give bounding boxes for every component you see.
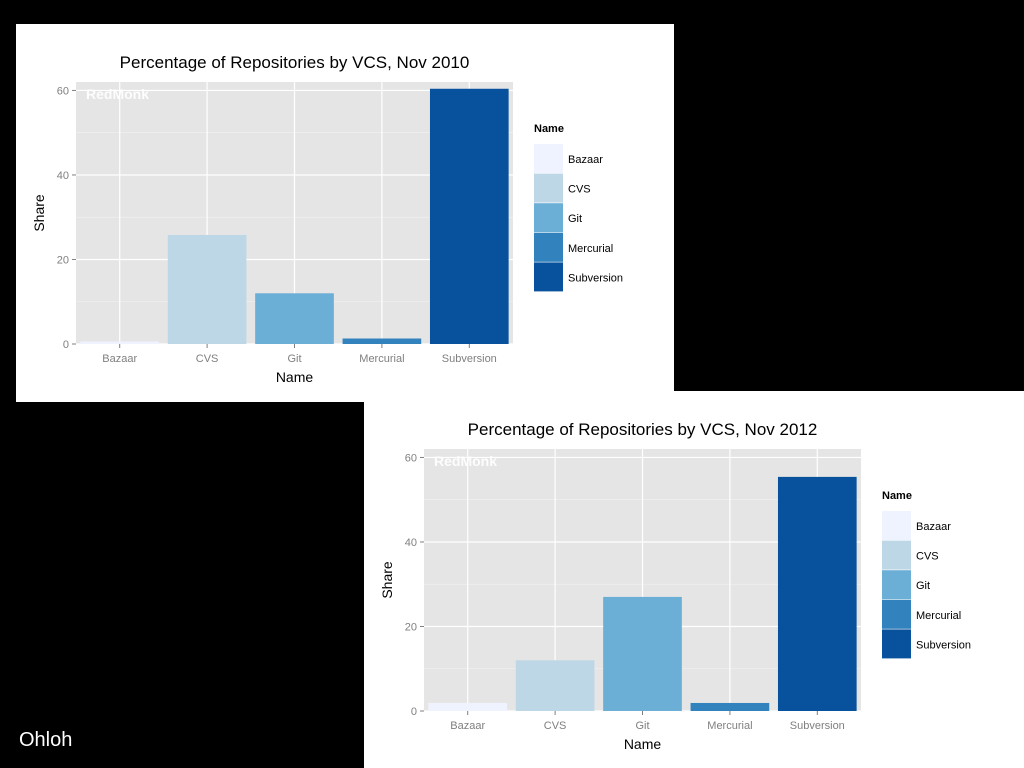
legend-key-subversion bbox=[882, 629, 911, 659]
y-tick-label: 20 bbox=[57, 254, 69, 266]
legend-label: Mercurial bbox=[568, 243, 613, 255]
legend-label: Git bbox=[916, 580, 930, 592]
legend-key-git bbox=[534, 203, 563, 233]
y-tick-label: 60 bbox=[405, 452, 417, 464]
y-tick-label: 40 bbox=[405, 537, 417, 549]
bar-bazaar bbox=[428, 702, 508, 711]
legend-title: Name bbox=[534, 123, 564, 135]
x-axis-title: Name bbox=[276, 369, 314, 385]
chart-2010: Percentage of Repositories by VCS, Nov 2… bbox=[31, 53, 623, 385]
legend-key-subversion bbox=[534, 262, 563, 292]
bar-cvs bbox=[515, 660, 595, 711]
x-axis-title: Name bbox=[624, 736, 662, 752]
legend-label: Subversion bbox=[916, 639, 971, 651]
bar-subversion bbox=[777, 476, 857, 711]
chart-panel-2012: Percentage of Repositories by VCS, Nov 2… bbox=[364, 391, 1024, 768]
source-label: Ohloh bbox=[19, 729, 73, 751]
x-tick-label: CVS bbox=[544, 720, 567, 732]
y-tick-label: 0 bbox=[411, 706, 417, 718]
legend-key-bazaar bbox=[534, 144, 563, 173]
y-axis-title: Share bbox=[379, 561, 395, 599]
bar-git bbox=[255, 293, 334, 344]
y-tick-label: 60 bbox=[57, 85, 69, 97]
x-tick-label: Mercurial bbox=[359, 353, 404, 365]
legend-label: CVS bbox=[568, 184, 591, 196]
bar-mercurial bbox=[342, 338, 422, 344]
bar-git bbox=[603, 596, 682, 711]
bar-mercurial bbox=[690, 702, 770, 711]
chart-title: Percentage of Repositories by VCS, Nov 2… bbox=[120, 53, 470, 72]
chart-2012: Percentage of Repositories by VCS, Nov 2… bbox=[379, 420, 971, 752]
x-tick-label: Bazaar bbox=[450, 720, 485, 732]
x-tick-label: Subversion bbox=[442, 353, 497, 365]
legend-label: Bazaar bbox=[568, 154, 603, 166]
legend-label: Subversion bbox=[568, 272, 623, 284]
y-tick-label: 40 bbox=[57, 170, 69, 182]
x-tick-label: Git bbox=[635, 720, 649, 732]
legend-label: Git bbox=[568, 213, 582, 225]
legend-label: Mercurial bbox=[916, 610, 961, 622]
legend-title: Name bbox=[882, 490, 912, 502]
chart-panel-2010: Percentage of Repositories by VCS, Nov 2… bbox=[16, 24, 674, 402]
x-tick-label: Bazaar bbox=[102, 353, 137, 365]
legend-key-git bbox=[882, 570, 911, 600]
legend-label: Bazaar bbox=[916, 521, 951, 533]
x-tick-label: Mercurial bbox=[707, 720, 752, 732]
chart-title: Percentage of Repositories by VCS, Nov 2… bbox=[468, 420, 818, 439]
bar-bazaar bbox=[80, 341, 160, 344]
legend-key-bazaar bbox=[882, 511, 911, 540]
legend-key-mercurial bbox=[882, 599, 911, 629]
bar-subversion bbox=[429, 88, 509, 344]
legend-key-cvs bbox=[534, 173, 563, 203]
x-tick-label: CVS bbox=[196, 353, 219, 365]
watermark: RedMonk bbox=[434, 453, 497, 469]
y-axis-title: Share bbox=[31, 194, 47, 232]
bar-cvs bbox=[167, 234, 247, 344]
x-tick-label: Subversion bbox=[790, 720, 845, 732]
x-tick-label: Git bbox=[287, 353, 301, 365]
watermark: RedMonk bbox=[86, 86, 149, 102]
legend-label: CVS bbox=[916, 551, 939, 563]
y-tick-label: 20 bbox=[405, 621, 417, 633]
y-tick-label: 0 bbox=[63, 339, 69, 351]
legend-key-cvs bbox=[882, 540, 911, 570]
legend-key-mercurial bbox=[534, 232, 563, 262]
